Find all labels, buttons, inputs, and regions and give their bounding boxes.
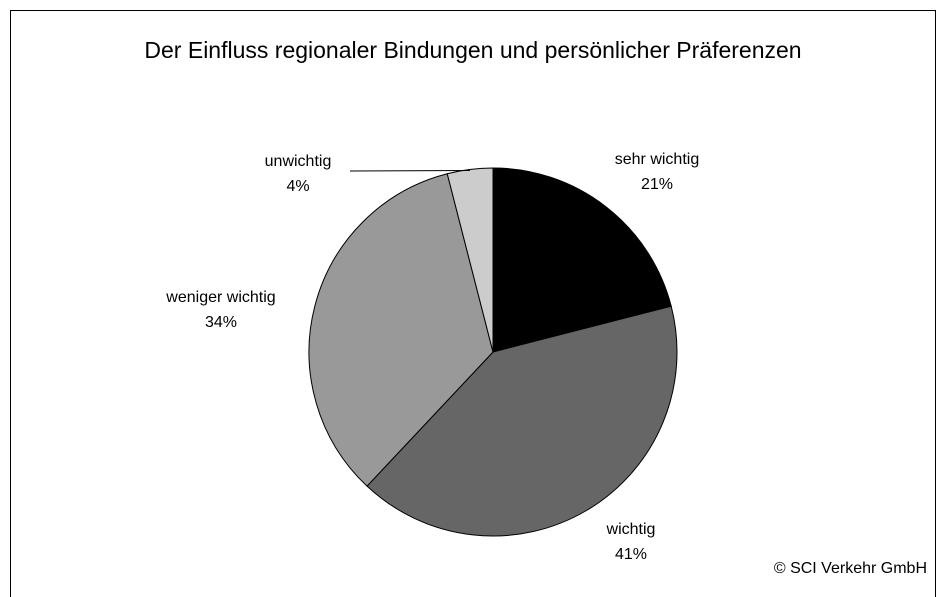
leader-line (349, 169, 470, 172)
slice-label: wichtig (606, 521, 656, 538)
slice-label: weniger wichtig (165, 289, 275, 306)
value-label: 41% (615, 546, 647, 563)
slice-label: sehr wichtig (615, 151, 699, 168)
value-label: 34% (205, 314, 237, 331)
copyright: © SCI Verkehr GmbH (774, 560, 927, 577)
pie-slice (308, 173, 494, 487)
pie-slice (446, 167, 494, 353)
pie-slice (366, 305, 678, 537)
value-label: 21% (641, 176, 673, 193)
pie-slice (492, 167, 672, 353)
value-label: 4% (286, 178, 309, 195)
chart-title: Der Einfluss regionaler Bindungen und pe… (144, 37, 802, 63)
slice-label: unwichtig (265, 153, 332, 170)
